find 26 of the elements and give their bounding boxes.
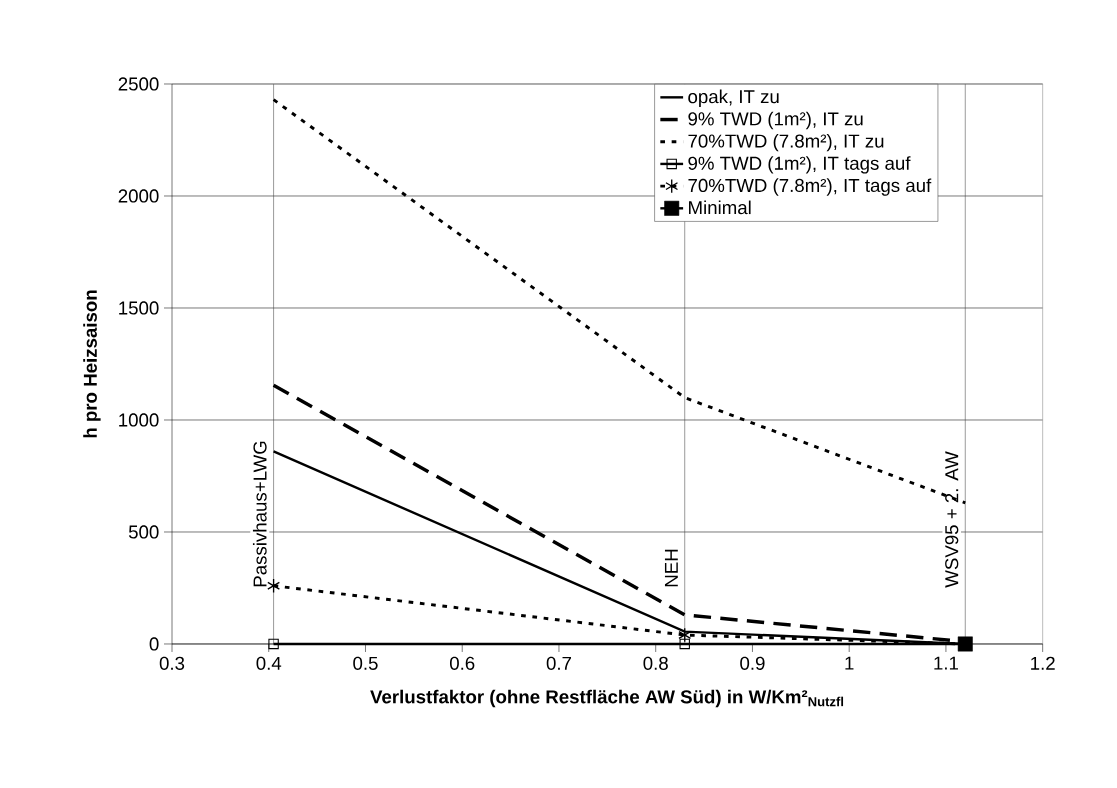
ref-line-label: NEH — [664, 549, 678, 587]
y-tick-label: 0 — [149, 637, 159, 651]
legend-label: 70%TWD (7.8m²), IT tags auf — [688, 178, 932, 196]
x-tick-label: 0.3 — [159, 656, 185, 670]
legend-label: 9% TWD (1m²), IT zu — [688, 111, 863, 130]
y-tick-label: 2000 — [118, 189, 159, 203]
x-tick-label: 0.6 — [449, 656, 475, 670]
x-axis-title: Verlustfaktor (ohne Restfläche AW Süd) in W/Km²$_{Nutzfl}$ — [370, 689, 844, 708]
x-tick-label: 0.9 — [740, 656, 765, 670]
legend-label: 70%TWD (7.8m²), IT zu — [688, 133, 884, 152]
x-tick-label: 1 — [845, 656, 854, 670]
x-tick-label: 1.1 — [934, 656, 958, 670]
x-tick-label: 0.4 — [256, 656, 282, 670]
y-tick-label: 500 — [128, 525, 159, 539]
ref-line-label: Passivhaus+LWG — [252, 441, 267, 587]
legend-label: opak, IT zu — [688, 89, 779, 107]
y-axis-title: h pro Heizsaison — [83, 290, 101, 438]
legend-label: Minimal — [689, 200, 751, 215]
x-tick-label: 0.7 — [546, 656, 572, 670]
y-tick-label: 1000 — [119, 413, 159, 427]
y-tick-label: 1500 — [119, 301, 159, 315]
x-tick-label: 0.5 — [353, 656, 378, 670]
x-tick-label: 1.2 — [1031, 656, 1055, 670]
y-tick-label: 2500 — [118, 77, 159, 91]
x-tick-label: 0.8 — [643, 656, 668, 670]
legend-label: 9% TWD (1m²), IT tags auf — [688, 156, 911, 174]
